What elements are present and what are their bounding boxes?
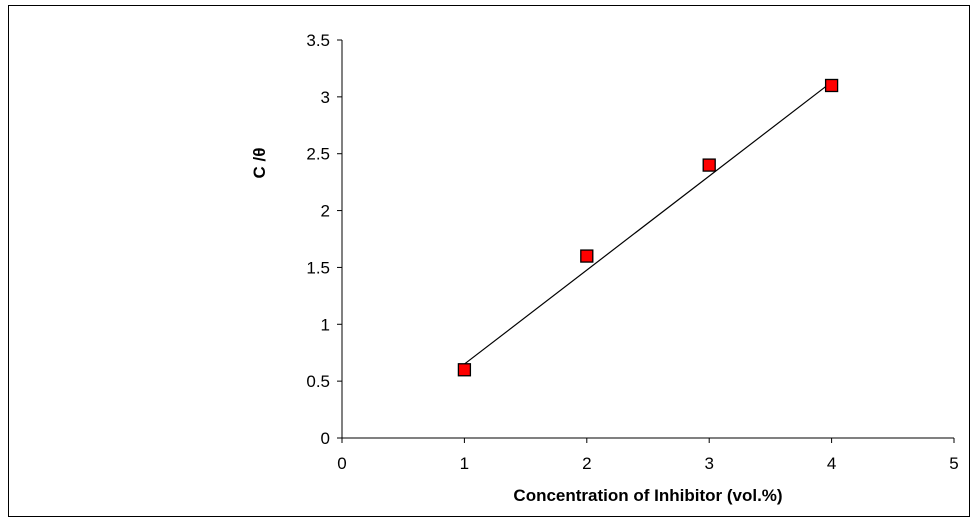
chart-frame [8, 5, 970, 517]
data-point [702, 158, 716, 172]
y-tick-label: 2.5 [306, 145, 330, 164]
x-tick-label: 3 [704, 454, 713, 473]
y-axis-title: C /θ [250, 148, 269, 179]
y-tick-label: 1.5 [306, 258, 330, 277]
y-tick-label: 0.5 [306, 372, 330, 391]
x-tick-label: 2 [582, 454, 591, 473]
tick-labels: 0 0.5 1 1.5 2 2.5 3 3.5 0 1 2 3 4 5 [306, 31, 958, 473]
data-point [580, 249, 594, 263]
x-tick-label: 0 [337, 454, 346, 473]
trendline-layer [464, 81, 832, 365]
x-tick-label: 4 [827, 454, 836, 473]
data-point [457, 363, 472, 377]
y-tick-label: 2 [321, 202, 330, 221]
data-points [457, 78, 839, 377]
x-tick-label: 5 [949, 454, 958, 473]
y-tick-label: 3 [321, 88, 330, 107]
data-point [824, 78, 839, 93]
axes [337, 39, 955, 443]
x-axis-title: Concentration of Inhibitor (vol.%) [513, 486, 782, 505]
trendline [464, 81, 832, 365]
y-tick-label: 0 [321, 429, 330, 448]
y-tick-label: 1 [321, 315, 330, 334]
x-tick-label: 1 [460, 454, 469, 473]
y-tick-label: 3.5 [306, 31, 330, 50]
